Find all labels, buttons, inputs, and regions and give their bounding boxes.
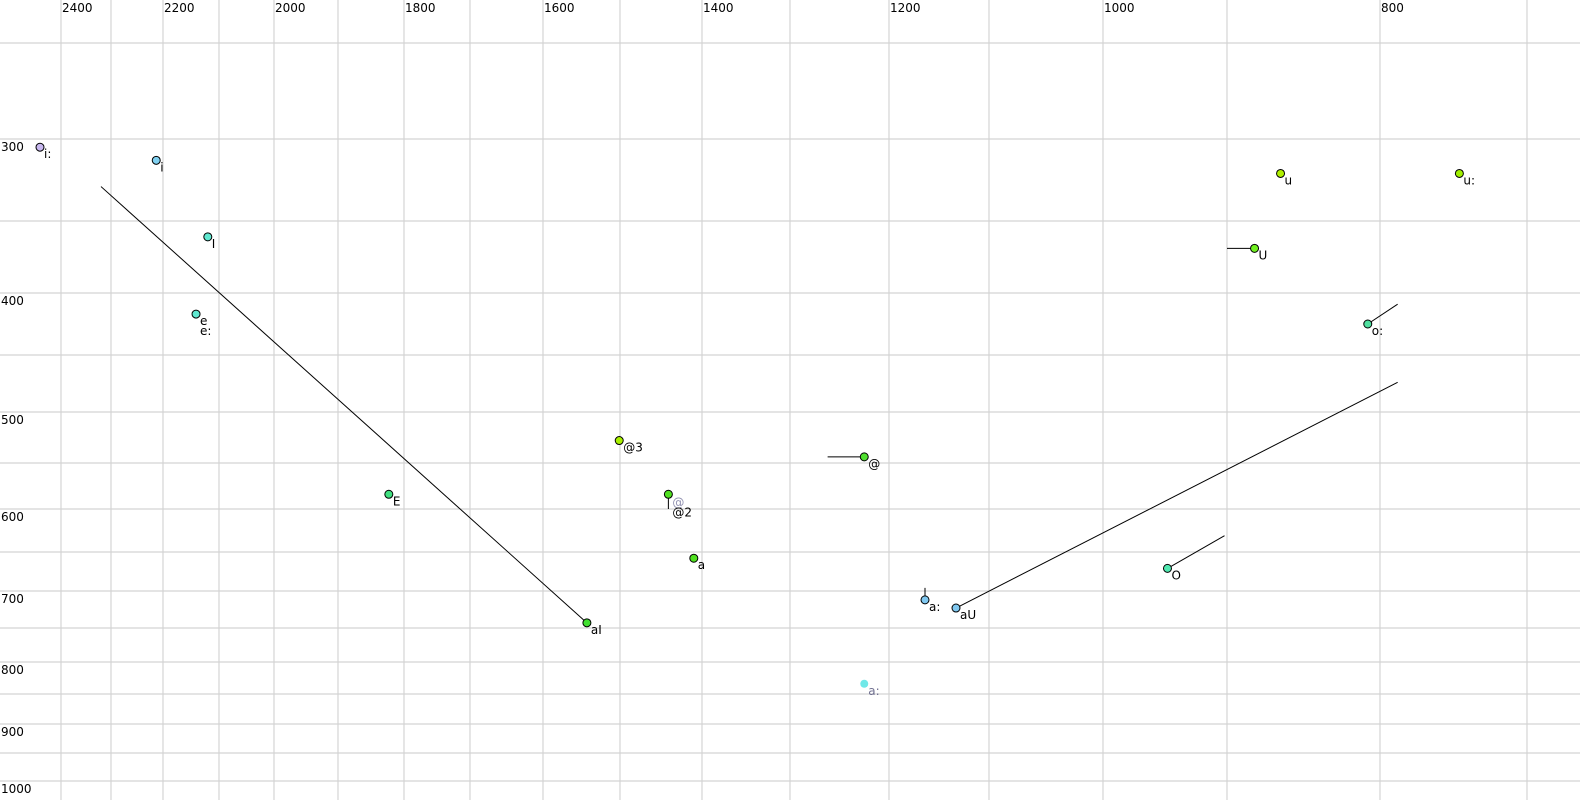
y-tick-label: 600 xyxy=(1,510,24,524)
tick-labels: 2400 2200 2000 1800 1600 1400 1200 1000 800 300 40… xyxy=(1,1,1404,796)
point-label: I xyxy=(212,237,216,251)
point-label: @3 xyxy=(623,441,643,455)
trajectory-line xyxy=(955,381,1398,609)
data-point xyxy=(191,309,201,319)
point-label: E xyxy=(393,494,401,508)
data-point xyxy=(151,155,161,165)
point-label: aU xyxy=(960,608,976,622)
data-point xyxy=(1162,563,1172,573)
y-tick-label: 400 xyxy=(1,294,24,308)
data-point xyxy=(614,436,624,446)
y-tick-label: 1000 xyxy=(1,782,32,796)
point-label: aI xyxy=(591,623,602,637)
point-label: O xyxy=(1171,568,1180,582)
y-tick-label: 300 xyxy=(1,140,24,154)
data-point xyxy=(663,489,673,499)
y-tick-label: 500 xyxy=(1,413,24,427)
point-label: o: xyxy=(1372,324,1383,338)
point-label: u xyxy=(1285,173,1293,187)
x-tick-label: 2000 xyxy=(275,1,306,15)
trajectory-line xyxy=(100,186,588,624)
point-label: i: xyxy=(44,147,51,161)
trajectory-line xyxy=(1367,303,1398,325)
point-label: e: xyxy=(200,324,211,338)
x-tick-label: 1200 xyxy=(890,1,921,15)
point-label: @ xyxy=(868,457,880,471)
data-point xyxy=(859,452,869,462)
x-tick-label: 800 xyxy=(1381,1,1404,15)
x-tick-label: 1600 xyxy=(544,1,575,15)
x-tick-label: 1400 xyxy=(703,1,734,15)
data-point xyxy=(1276,168,1286,178)
data-point xyxy=(384,489,394,499)
x-tick-label: 2200 xyxy=(164,1,195,15)
point-label: e xyxy=(200,314,207,328)
trajectory-line xyxy=(1167,535,1225,569)
point-label: i xyxy=(160,160,163,174)
data-point xyxy=(582,618,592,628)
data-point xyxy=(35,142,45,152)
data-point xyxy=(1363,319,1373,329)
data-point xyxy=(920,595,930,605)
point-label: a: xyxy=(868,684,879,698)
x-tick-label: 1800 xyxy=(405,1,436,15)
data-point xyxy=(203,232,213,242)
data-point xyxy=(951,603,961,613)
point-label: a: xyxy=(929,600,940,614)
data-point xyxy=(1250,243,1260,253)
data-point xyxy=(860,679,869,688)
point-label: a xyxy=(698,558,705,572)
point-label-extra: @ xyxy=(672,495,684,509)
x-tick-label: 2400 xyxy=(62,1,93,15)
y-tick-label: 900 xyxy=(1,725,24,739)
point-label: u: xyxy=(1463,173,1475,187)
data-point xyxy=(689,553,699,563)
trajectories xyxy=(100,186,1398,624)
data-point xyxy=(1454,168,1464,178)
y-tick-label: 700 xyxy=(1,592,24,606)
x-tick-label: 1000 xyxy=(1104,1,1135,15)
point-label: U xyxy=(1259,248,1268,262)
point-label: @2 xyxy=(672,505,692,519)
y-tick-label: 800 xyxy=(1,663,24,677)
